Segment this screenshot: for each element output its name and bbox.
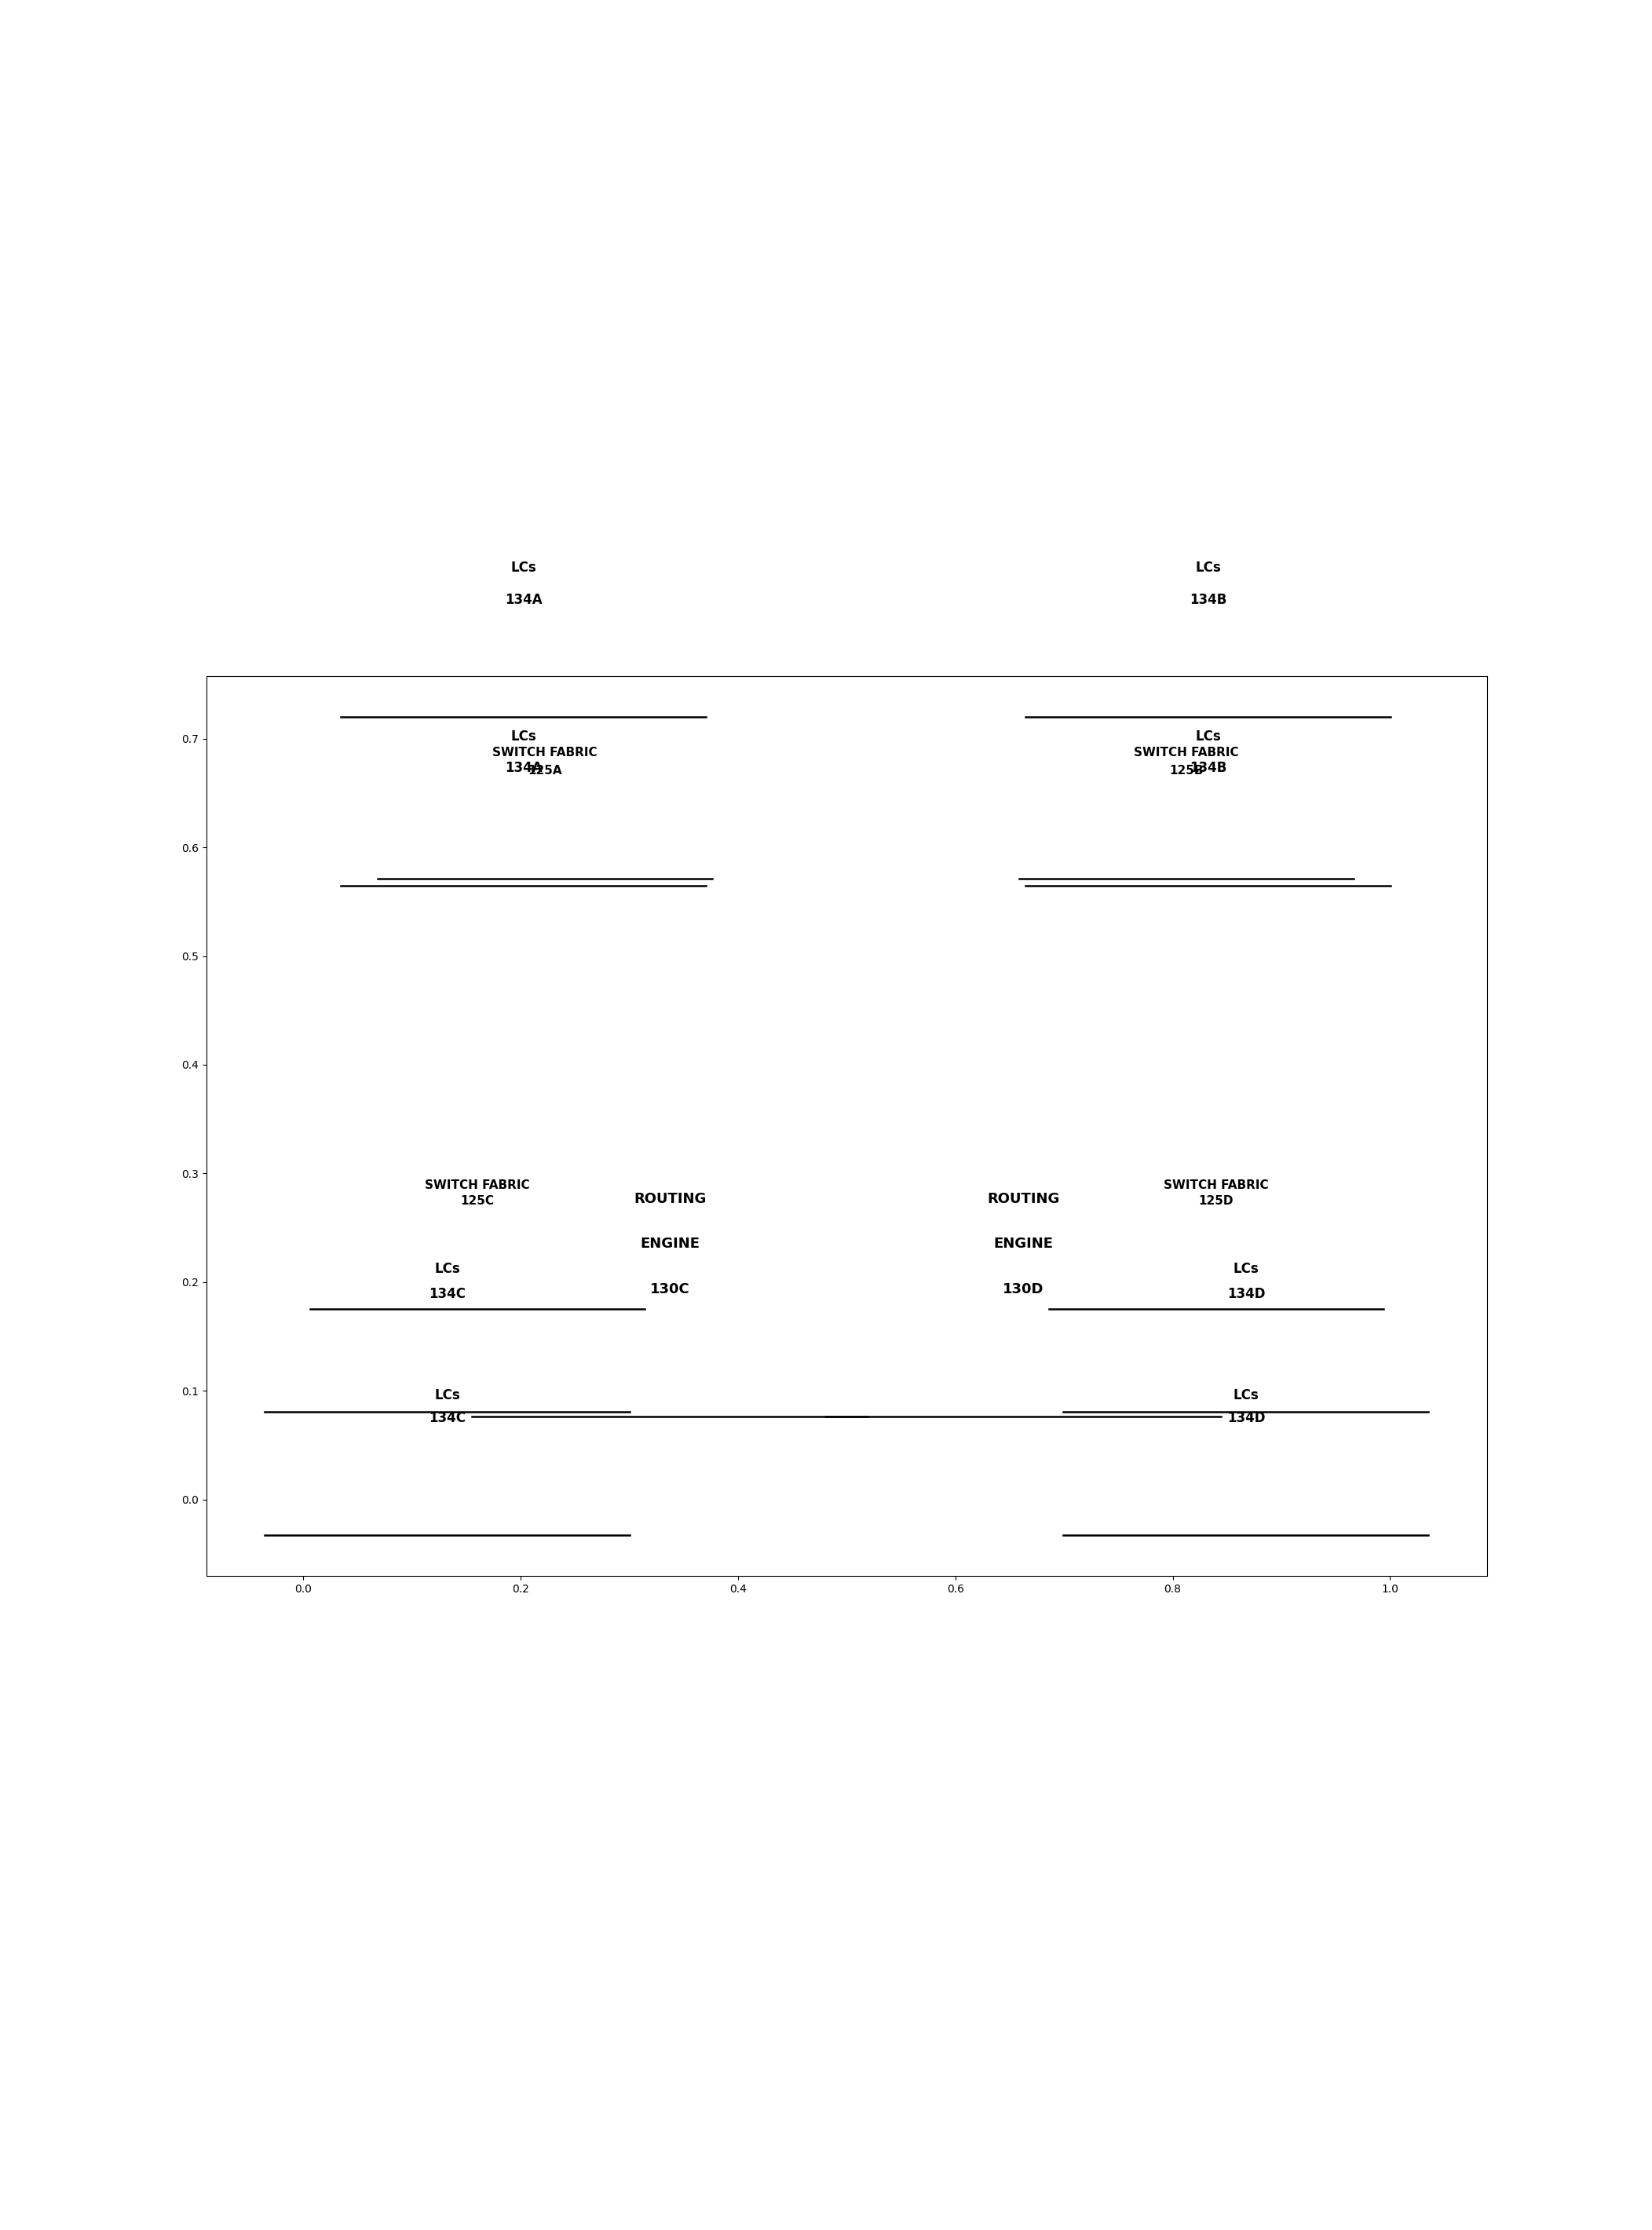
Text: LCs: LCs [434, 1262, 461, 1276]
Text: SWITCH FABRIC: SWITCH FABRIC [1133, 747, 1239, 758]
Text: 134D: 134D [1227, 1412, 1265, 1425]
Text: LCs: LCs [1194, 729, 1221, 743]
Text: LCs: LCs [1194, 562, 1221, 575]
Text: 134C: 134C [430, 1287, 466, 1300]
Text: 125A: 125A [529, 765, 562, 776]
Text: 125B: 125B [1170, 765, 1203, 776]
Text: 125D: 125D [1199, 1195, 1234, 1206]
Text: 134B: 134B [1189, 593, 1226, 607]
Text: ROUTING: ROUTING [986, 1191, 1059, 1206]
Text: 130C: 130C [651, 1282, 691, 1296]
Text: LCs: LCs [510, 729, 537, 743]
Text: 134C: 134C [430, 1412, 466, 1425]
Text: ENGINE: ENGINE [993, 1238, 1052, 1251]
Text: 134A: 134A [504, 593, 542, 607]
Text: 130D: 130D [1003, 1282, 1044, 1296]
Text: LCs: LCs [1232, 1262, 1259, 1276]
Text: ENGINE: ENGINE [641, 1238, 700, 1251]
Text: SWITCH FABRIC: SWITCH FABRIC [492, 747, 598, 758]
Text: ROUTING: ROUTING [634, 1191, 707, 1206]
Text: 125C: 125C [461, 1195, 494, 1206]
Text: 134A: 134A [504, 760, 542, 776]
Text: LCs: LCs [510, 562, 537, 575]
Text: 134D: 134D [1227, 1287, 1265, 1300]
Text: LCs: LCs [1232, 1387, 1259, 1403]
Text: 134B: 134B [1189, 760, 1226, 776]
Text: SWITCH FABRIC: SWITCH FABRIC [425, 1180, 530, 1191]
Text: LCs: LCs [434, 1387, 461, 1403]
Text: SWITCH FABRIC: SWITCH FABRIC [1163, 1180, 1269, 1191]
